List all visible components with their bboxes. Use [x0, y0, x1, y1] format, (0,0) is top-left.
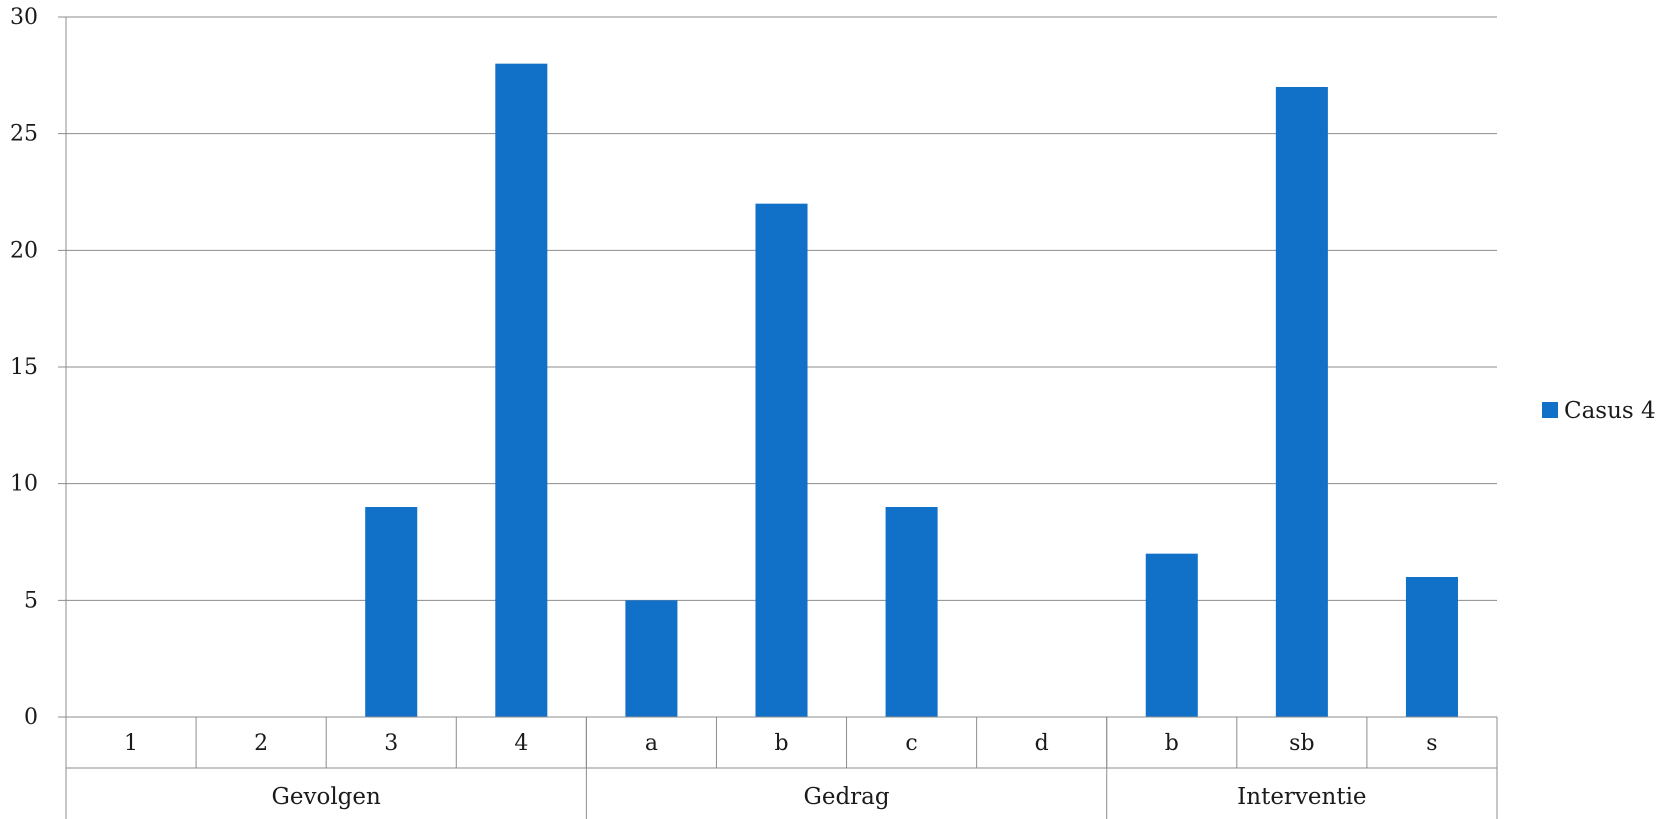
legend: Casus 4: [1542, 398, 1656, 424]
category-label-9: sb: [1289, 731, 1314, 756]
axes: [58, 17, 1498, 819]
y-tick-label-5: 5: [24, 588, 38, 613]
category-labels: 1 2 3 4 a b c d b sb s: [124, 731, 1438, 756]
y-tick-label-20: 20: [10, 238, 38, 263]
y-tick-label-25: 25: [10, 122, 38, 147]
bar-5: [755, 203, 808, 717]
category-label-0: 1: [124, 731, 138, 756]
category-label-5: b: [774, 731, 788, 756]
bar-8: [1145, 553, 1198, 717]
bar-6: [885, 507, 938, 717]
group-label-1: Gedrag: [803, 784, 889, 810]
bar-9: [1275, 87, 1328, 717]
category-label-6: c: [905, 731, 917, 756]
bar-3: [495, 63, 548, 717]
legend-label-casus-4: Casus 4: [1564, 398, 1656, 424]
group-label-2: Interventie: [1237, 784, 1366, 810]
category-label-2: 3: [384, 731, 398, 756]
bar-4: [625, 600, 678, 717]
category-label-7: d: [1035, 731, 1049, 756]
category-label-3: 4: [514, 731, 528, 756]
bars: [365, 63, 1458, 717]
group-label-0: Gevolgen: [272, 784, 382, 810]
y-tick-label-30: 30: [10, 5, 38, 30]
category-label-1: 2: [254, 731, 268, 756]
bar-10: [1405, 577, 1458, 717]
category-label-4: a: [645, 731, 658, 756]
category-label-10: s: [1426, 731, 1437, 756]
y-tick-label-15: 15: [10, 355, 38, 380]
group-labels: Gevolgen Gedrag Interventie: [272, 784, 1367, 810]
y-tick-label-0: 0: [24, 705, 38, 730]
category-label-8: b: [1165, 731, 1179, 756]
bar-2: [365, 507, 418, 717]
y-axis-ticks: 0 5 10 15 20 25 30: [10, 5, 38, 730]
y-tick-label-10: 10: [10, 472, 38, 497]
legend-swatch: [1542, 402, 1558, 418]
